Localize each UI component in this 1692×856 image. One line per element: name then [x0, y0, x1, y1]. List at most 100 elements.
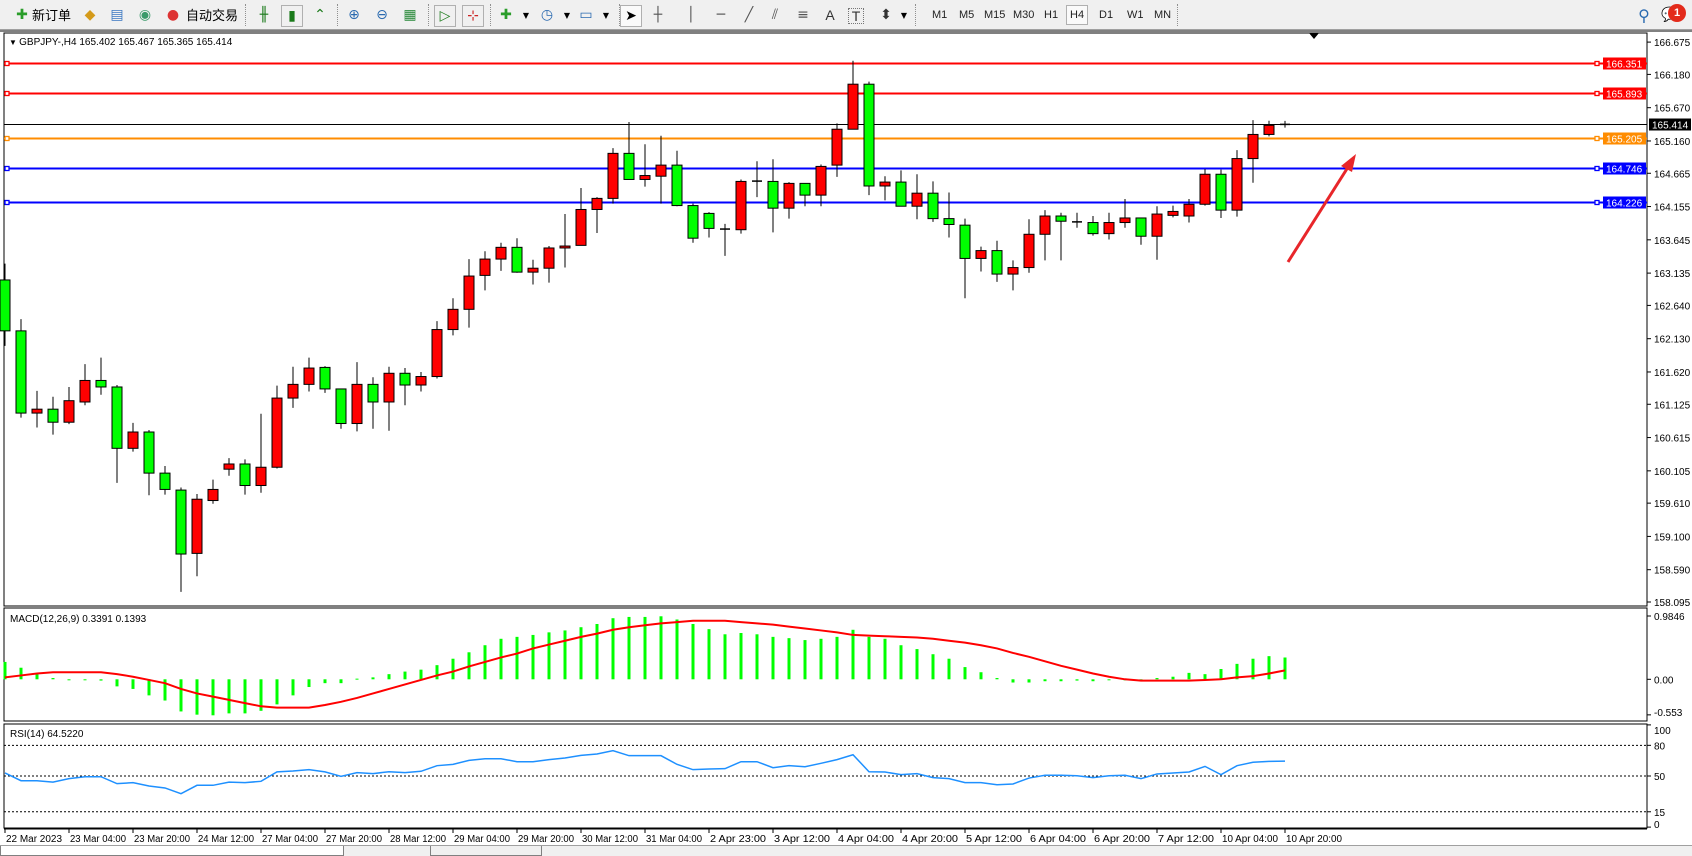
macd-histogram-bar — [1219, 669, 1223, 680]
chart-window[interactable]: 166.675 166.180 165.670 165.160 164.665 164.1… — [0, 30, 1692, 845]
new-order-icon[interactable]: ✚ — [16, 7, 28, 23]
timeframe-w1[interactable]: W1 — [1127, 9, 1144, 21]
candle-body — [1151, 213, 1163, 237]
candle — [303, 357, 315, 392]
candle-body — [1055, 215, 1067, 222]
new-order-button[interactable]: 新订单 — [32, 9, 72, 24]
timeframe-m30[interactable]: M30 — [1013, 9, 1035, 21]
candle-body — [767, 180, 779, 209]
macd-histogram-bar — [531, 634, 535, 680]
chevron-down-icon[interactable]: ▼ — [563, 10, 571, 20]
auto-trading-button[interactable]: 自动交易 — [186, 9, 239, 24]
macd-histogram-bar — [995, 678, 999, 680]
arrows-icon[interactable]: ⬍ — [880, 7, 892, 23]
timeframe-d1[interactable]: D1 — [1099, 9, 1114, 21]
text-label-icon[interactable]: T — [848, 8, 864, 24]
candle-body — [223, 463, 235, 470]
candle-body — [543, 247, 555, 269]
candle — [335, 388, 347, 429]
navigator-icon[interactable]: ▤ — [110, 7, 124, 23]
horizontal-line-icon[interactable]: ─ — [716, 7, 726, 23]
candle — [991, 240, 1003, 282]
candle-body — [1135, 217, 1147, 237]
candle — [351, 362, 363, 432]
zoom-out-icon[interactable]: ⊖ — [376, 7, 388, 23]
candle-body — [175, 489, 187, 555]
chart-shift-marker-icon[interactable] — [1309, 33, 1319, 39]
equidistant-channel-icon[interactable]: ⫽ — [771, 7, 779, 23]
macd-histogram-bar — [1059, 679, 1063, 682]
macd-histogram-bar — [163, 679, 167, 701]
text-icon[interactable]: A — [825, 7, 835, 23]
candle-body — [1023, 233, 1035, 269]
fibonacci-icon[interactable]: ≡ — [797, 7, 809, 23]
candle — [367, 377, 379, 429]
macd-histogram-bar — [867, 636, 871, 680]
chevron-down-icon[interactable]: ▼ — [522, 10, 530, 20]
red-arrow-annotation[interactable] — [1286, 154, 1356, 263]
candle — [255, 413, 267, 493]
indicators-icon[interactable]: ✚ — [500, 7, 512, 23]
candlestick-icon[interactable]: ▮ — [281, 5, 303, 27]
macd-histogram-bar — [931, 654, 935, 680]
macd-histogram-bar — [115, 679, 119, 687]
toolbar-separator — [337, 4, 338, 26]
periods-icon[interactable]: ◷ — [540, 7, 554, 23]
price-label-bg — [1603, 57, 1646, 70]
price-tick-label: 166.675 — [1654, 38, 1691, 49]
timeframe-m15[interactable]: M15 — [984, 9, 1006, 21]
cursor-icon[interactable]: ➤ — [620, 5, 642, 27]
search-icon[interactable]: ⚲ — [1638, 5, 1650, 25]
rsi-tick-label: 15 — [1654, 808, 1666, 819]
market-watch-icon[interactable]: ◆ — [84, 7, 96, 23]
time-tick-label: 10 Apr 20:00 — [1286, 834, 1342, 845]
signals-icon[interactable]: ◉ — [138, 7, 152, 23]
time-tick-label: 10 Apr 04:00 — [1222, 834, 1278, 845]
price-label-bg — [1603, 162, 1646, 175]
price-line-label: 165.893 — [1606, 90, 1643, 101]
candle-body — [959, 224, 971, 259]
candle — [527, 259, 539, 285]
tile-windows-icon[interactable]: ▦ — [403, 7, 417, 23]
timeframe-h4[interactable]: H4 — [1066, 5, 1089, 25]
chevron-down-icon[interactable]: ▼ — [602, 10, 610, 20]
candle-body — [863, 83, 875, 187]
zoom-in-icon[interactable]: ⊕ — [348, 7, 360, 23]
auto-trading-icon[interactable]: ● — [166, 7, 180, 23]
line-chart-icon[interactable]: ⌃ — [314, 7, 326, 23]
vertical-line-icon[interactable]: │ — [686, 7, 696, 23]
candle-body — [1103, 222, 1115, 235]
price-label-bg — [1649, 118, 1691, 131]
macd-histogram-bar — [739, 633, 743, 680]
crosshair-icon[interactable]: ┼ — [653, 7, 663, 23]
timeframe-m1[interactable]: M1 — [932, 9, 948, 21]
candle-body — [1199, 173, 1211, 205]
chevron-down-icon[interactable]: ▼ — [900, 10, 908, 20]
candle — [1151, 206, 1163, 260]
auto-scroll-icon[interactable]: ▷ — [434, 5, 456, 27]
price-tick-label: 159.100 — [1654, 532, 1691, 543]
candle — [607, 148, 619, 204]
candle — [479, 251, 491, 291]
timeframe-mn[interactable]: MN — [1154, 9, 1172, 21]
macd-histogram-bar — [707, 629, 711, 680]
candle-body — [671, 164, 683, 207]
price-tick-label: 162.640 — [1654, 301, 1691, 312]
candle — [1007, 260, 1019, 291]
macd-histogram-bar — [67, 679, 71, 681]
chart-shift-icon[interactable]: ⊹ — [462, 5, 484, 27]
macd-histogram-bar — [643, 616, 647, 680]
candle-body — [847, 83, 859, 130]
candle-body — [655, 164, 667, 177]
timeframe-m5[interactable]: M5 — [959, 9, 975, 21]
macd-histogram-bar — [1251, 658, 1255, 680]
templates-icon[interactable]: ▭ — [579, 7, 593, 23]
timeframe-h1[interactable]: H1 — [1044, 9, 1059, 21]
macd-histogram-bar — [3, 661, 7, 680]
bar-chart-icon[interactable]: ╫ — [259, 7, 269, 23]
time-tick-label: 28 Mar 12:00 — [390, 834, 446, 845]
macd-histogram-bar — [51, 678, 55, 680]
trendline-icon[interactable]: ╱ — [744, 7, 754, 23]
line-anchor-handle — [4, 199, 10, 206]
candle-body — [127, 431, 139, 449]
